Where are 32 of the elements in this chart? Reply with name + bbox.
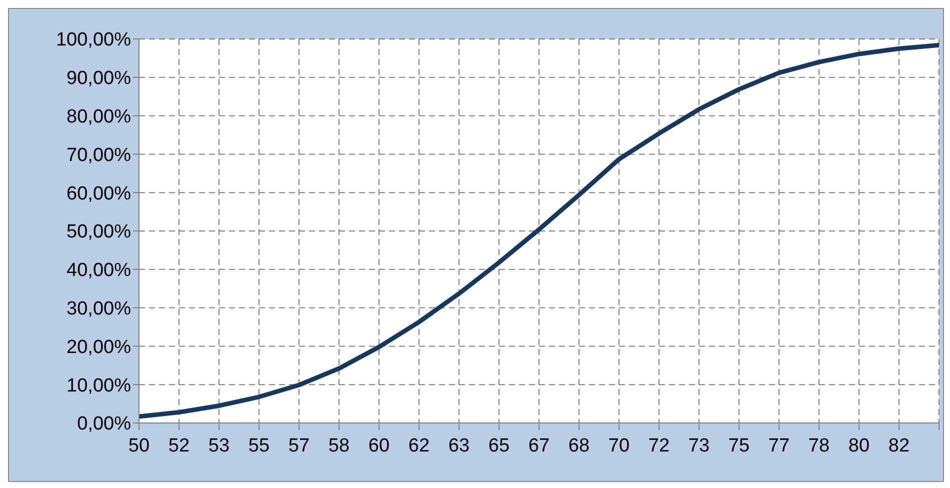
y-tick-label: 20,00% — [66, 336, 132, 358]
x-tick-label: 52 — [168, 435, 190, 456]
x-tick-label: 77 — [768, 435, 790, 456]
x-tick-label: 60 — [368, 435, 390, 456]
line-series — [139, 42, 939, 419]
x-tick-label: 63 — [448, 435, 470, 456]
y-tick-label: 40,00% — [66, 260, 132, 282]
y-tick-label: 90,00% — [66, 68, 132, 90]
x-tick-label: 82 — [888, 435, 910, 456]
y-tick-label: 100,00% — [56, 30, 132, 51]
x-tick-label: 57 — [288, 435, 310, 456]
x-tick-label: 53 — [208, 435, 230, 456]
x-tick-label: 55 — [248, 435, 270, 456]
x-tick-label: 80 — [848, 435, 870, 456]
y-tick-label: 60,00% — [66, 183, 132, 204]
x-tick-label: 65 — [488, 435, 510, 456]
y-tick-label: 10,00% — [66, 375, 132, 396]
x-tick-label: 50 — [128, 435, 150, 456]
y-tick-label: 0,00% — [77, 414, 132, 435]
x-tick-label: 78 — [808, 435, 830, 456]
x-tick-label: 72 — [648, 435, 670, 456]
x-tick-label: 62 — [408, 435, 430, 456]
x-tick-label: 75 — [728, 435, 750, 456]
x-tick-label: 70 — [608, 435, 630, 456]
x-tick-label: 68 — [568, 435, 590, 456]
x-tick-label: 67 — [528, 435, 550, 456]
x-tick-label: 58 — [328, 435, 350, 456]
y-tick-label: 80,00% — [66, 106, 132, 128]
y-tick-label: 70,00% — [66, 144, 132, 166]
y-tick-label: 50,00% — [66, 222, 132, 243]
x-tick-label: 73 — [688, 435, 710, 456]
y-tick-label: 30,00% — [66, 298, 132, 320]
